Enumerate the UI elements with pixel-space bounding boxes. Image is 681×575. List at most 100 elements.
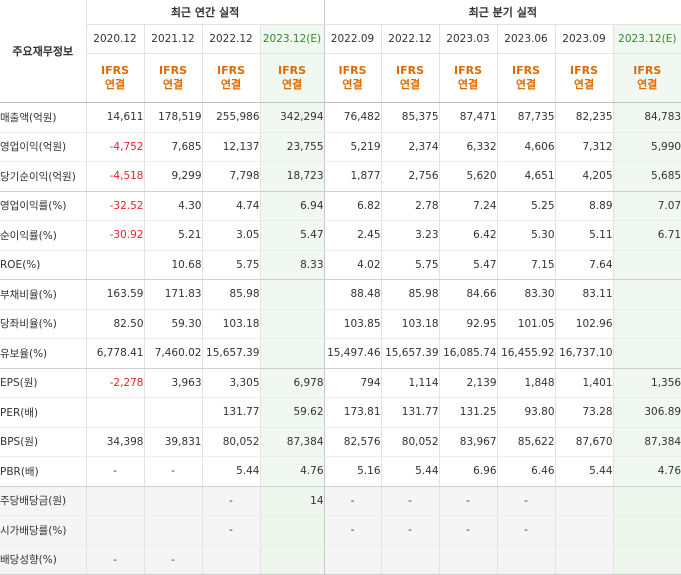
table-cell: 82,576 [323, 427, 382, 457]
table-cell: 82.50 [85, 309, 144, 339]
table-cell: 4.74 [201, 191, 260, 221]
table-cell: 101.05 [496, 309, 556, 339]
table-cell [259, 338, 325, 369]
ifrs-header: IFRS 연결 [496, 53, 556, 103]
table-row: 배당성향(%) - - [0, 545, 681, 575]
table-row: PBR(배) - -5.44 4.76 5.16 5.44 6.96 6.46 5.44 4.76 [0, 456, 681, 487]
table-cell: 15,497.46 [323, 338, 382, 369]
table-cell [259, 515, 325, 546]
table-cell: 178,519 [143, 102, 202, 133]
row-label: ROE(%) [0, 250, 86, 280]
table-cell: 131.25 [438, 397, 498, 428]
table-cell: 85.98 [201, 279, 260, 310]
ifrs-header-row: IFRS 연결 IFRS 연결 IFRS 연결 IFRS 연결 IFRS 연결 IFRS 연결 IFRS… [0, 53, 681, 103]
table-cell: 5,219 [323, 132, 382, 162]
table-cell: 255,986 [201, 102, 260, 133]
table-cell: 6.82 [323, 191, 382, 221]
table-cell: 5.75 [201, 250, 260, 280]
row-label: EPS(원) [0, 368, 86, 398]
table-cell: - [438, 515, 498, 546]
table-cell: 5.44 [380, 456, 440, 487]
row-label: 부채비율(%) [0, 279, 86, 310]
table-cell: -4,752 [85, 132, 144, 162]
table-cell: 5.30 [496, 220, 556, 251]
table-cell: 5.11 [554, 220, 614, 251]
table-cell: 6,778.41 [85, 338, 144, 369]
ifrs-header: IFRS 연결 [380, 53, 440, 103]
table-cell: 87,471 [438, 102, 498, 133]
table-cell: 6.94 [259, 191, 325, 221]
table-cell: 3.05 [201, 220, 260, 251]
table-cell: 4.76 [259, 456, 325, 487]
row-label: 순이익률(%) [0, 220, 86, 251]
table-cell: 85,375 [380, 102, 440, 133]
table-row: 유보율(%) 6,778.41 7,460.02 15,657.39 15,497.46… [0, 338, 681, 369]
table-cell: 83.11 [554, 279, 614, 310]
table-cell: 7,460.02 [143, 338, 202, 369]
table-cell: 103.18 [380, 309, 440, 339]
table-cell: - [85, 545, 144, 575]
table-cell: 34,398 [85, 427, 144, 457]
table-cell: 103.18 [201, 309, 260, 339]
ifrs-consolidated-label: 연결 [515, 78, 537, 91]
table-cell: 4.76 [612, 456, 681, 487]
ifrs-consolidated-label: 연결 [281, 78, 303, 91]
table-cell: 14,611 [85, 102, 144, 133]
ifrs-header: IFRS 연결 [554, 53, 614, 103]
table-row: 당좌비율(%) 82.50 59.30 103.18 103.85 103.18 92.95… [0, 309, 681, 339]
table-cell [554, 486, 614, 516]
period-header: 2023.06 [496, 24, 556, 54]
table-cell: 2,139 [438, 368, 498, 398]
table-cell: 15,657.39 [380, 338, 440, 369]
table-cell: 1,114 [380, 368, 440, 398]
table-cell: - [201, 515, 260, 546]
ifrs-standard-label: IFRS [396, 64, 425, 77]
table-cell: 87,670 [554, 427, 614, 457]
table-row: ROE(%) 10.68 5.75 8.33 4.02 5.75 5.47 7.15 7.64 [0, 250, 681, 280]
table-cell: 83,967 [438, 427, 498, 457]
table-cell: 76,482 [323, 102, 382, 133]
table-cell [143, 515, 202, 546]
table-cell: 171.83 [143, 279, 202, 310]
ifrs-header: IFRS 연결 [438, 53, 498, 103]
row-label: 시가배당률(%) [0, 515, 86, 546]
table-cell [323, 545, 382, 575]
table-cell: 5.47 [259, 220, 325, 251]
table-cell: 2,756 [380, 161, 440, 192]
table-body: 매출액(억원) 14,611 178,519 255,986 342,294 76,482… [0, 102, 681, 575]
row-label: 주당배당금(원) [0, 486, 86, 516]
table-cell: 9,299 [143, 161, 202, 192]
table-cell: 4.02 [323, 250, 382, 280]
table-cell: 1,877 [323, 161, 382, 192]
table-cell: 5.21 [143, 220, 202, 251]
table-cell: 80,052 [201, 427, 260, 457]
table-cell: 1,401 [554, 368, 614, 398]
table-cell: 4,205 [554, 161, 614, 192]
table-cell: 103.85 [323, 309, 382, 339]
table-cell: 2.45 [323, 220, 382, 251]
row-label: 영업이익(억원) [0, 132, 86, 162]
table-cell [612, 515, 681, 546]
table-cell: 93.80 [496, 397, 556, 428]
table-cell: - [380, 515, 440, 546]
row-label: 당기순이익(억원) [0, 161, 86, 192]
period-header: 2022.12 [201, 24, 260, 54]
table-cell: 6,332 [438, 132, 498, 162]
period-header: 2023.12(E) [259, 24, 325, 54]
ifrs-standard-label: IFRS [570, 64, 599, 77]
table-cell: 7,312 [554, 132, 614, 162]
table-cell: 87,384 [612, 427, 681, 457]
table-cell: 2,374 [380, 132, 440, 162]
ifrs-header: IFRS 연결 [323, 53, 382, 103]
table-cell: - [496, 486, 556, 516]
table-cell: - [85, 456, 144, 487]
table-cell: -32.52 [85, 191, 144, 221]
table-cell [85, 397, 144, 428]
table-cell: - [438, 486, 498, 516]
row-label: 영업이익률(%) [0, 191, 86, 221]
table-cell: 6.46 [496, 456, 556, 487]
table-cell: 6.42 [438, 220, 498, 251]
table-cell: 3,963 [143, 368, 202, 398]
table-cell: 8.89 [554, 191, 614, 221]
table-cell: 173.81 [323, 397, 382, 428]
